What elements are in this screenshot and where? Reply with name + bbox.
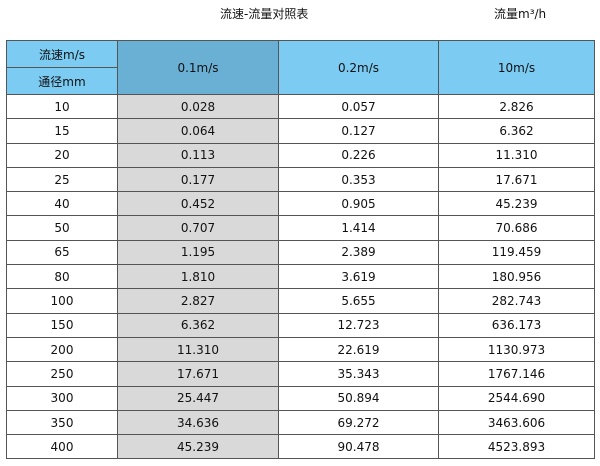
flow-cell: 0.113 [117,142,279,168]
diameter-cell: 80 [6,264,118,290]
flow-cell: 0.905 [278,191,439,217]
table-row: 40 0.452 0.905 45.239 [6,191,595,217]
table-row: 150 6.362 12.723 636.173 [6,312,595,338]
flow-cell: 636.173 [438,312,595,338]
flow-cell: 1.414 [278,215,439,241]
table-title: 流速-流量对照表 [220,7,309,21]
diameter-cell: 200 [6,336,118,363]
diameter-cell: 10 [6,93,118,120]
flow-cell: 17.671 [117,361,279,387]
flow-cell: 119.459 [438,239,595,266]
diameter-cell: 25 [6,166,118,193]
column-header: 0.2m/s [278,40,439,95]
diameter-cell: 300 [6,385,118,411]
flow-cell: 6.362 [438,118,595,144]
flow-cell: 3.619 [278,264,439,290]
flow-cell: 2.826 [438,93,595,120]
flow-cell: 50.894 [278,385,439,411]
flow-cell: 17.671 [438,166,595,193]
table-row: 15 0.064 0.127 6.362 [6,118,595,144]
table-row: 300 25.447 50.894 2544.690 [6,385,595,411]
flow-cell: 69.272 [278,409,439,436]
flow-table: 流速m/s 0.1m/s 0.2m/s 10m/s 通径mm 10 0.028 0.… [6,40,595,460]
diameter-cell: 150 [6,312,118,338]
flow-cell: 12.723 [278,312,439,338]
flow-cell: 0.127 [278,118,439,144]
flow-cell: 34.636 [117,409,279,436]
flow-cell: 1130.973 [438,336,595,363]
table-row: 10 0.028 0.057 2.826 [6,93,595,120]
flow-cell: 1.810 [117,264,279,290]
flow-cell: 0.057 [278,93,439,120]
diameter-cell: 50 [6,215,118,241]
table-row: 400 45.239 90.478 4523.893 [6,434,595,460]
column-header: 10m/s [438,40,595,95]
table-row: 20 0.113 0.226 11.310 [6,142,595,168]
flow-cell: 0.177 [117,166,279,193]
diameter-cell: 100 [6,288,118,314]
table-row: 350 34.636 69.272 3463.606 [6,409,595,436]
flow-cell: 282.743 [438,288,595,314]
flow-cell: 6.362 [117,312,279,338]
flow-cell: 11.310 [117,336,279,363]
diameter-header: 通径mm [6,67,118,95]
table-row: 250 17.671 35.343 1767.146 [6,361,595,387]
flow-cell: 11.310 [438,142,595,168]
table-row: 25 0.177 0.353 17.671 [6,166,595,193]
flow-cell: 0.707 [117,215,279,241]
flow-cell: 0.353 [278,166,439,193]
flow-cell: 4523.893 [438,434,595,460]
flow-cell: 90.478 [278,434,439,460]
flow-cell: 180.956 [438,264,595,290]
flow-cell: 22.619 [278,336,439,363]
diameter-cell: 250 [6,361,118,387]
diameter-cell: 20 [6,142,118,168]
diameter-cell: 40 [6,191,118,217]
column-header: 0.1m/s [117,40,279,95]
flow-cell: 35.343 [278,361,439,387]
diameter-cell: 65 [6,239,118,266]
flow-cell: 2544.690 [438,385,595,411]
diameter-cell: 400 [6,434,118,460]
flow-cell: 0.028 [117,93,279,120]
table-row: 80 1.810 3.619 180.956 [6,264,595,290]
flow-cell: 1767.146 [438,361,595,387]
flow-cell: 0.452 [117,191,279,217]
unit-label: 流量m³/h [494,7,547,21]
flow-cell: 2.389 [278,239,439,266]
diameter-cell: 350 [6,409,118,436]
flow-cell: 45.239 [438,191,595,217]
flow-cell: 0.226 [278,142,439,168]
velocity-header: 流速m/s [6,40,118,68]
flow-cell: 45.239 [117,434,279,460]
table-row: 200 11.310 22.619 1130.973 [6,336,595,363]
table-row: 50 0.707 1.414 70.686 [6,215,595,241]
table-row: 65 1.195 2.389 119.459 [6,239,595,266]
flow-cell: 1.195 [117,239,279,266]
flow-cell: 70.686 [438,215,595,241]
flow-cell: 2.827 [117,288,279,314]
flow-cell: 25.447 [117,385,279,411]
table-row: 100 2.827 5.655 282.743 [6,288,595,314]
diameter-cell: 15 [6,118,118,144]
flow-cell: 3463.606 [438,409,595,436]
flow-cell: 5.655 [278,288,439,314]
flow-cell: 0.064 [117,118,279,144]
